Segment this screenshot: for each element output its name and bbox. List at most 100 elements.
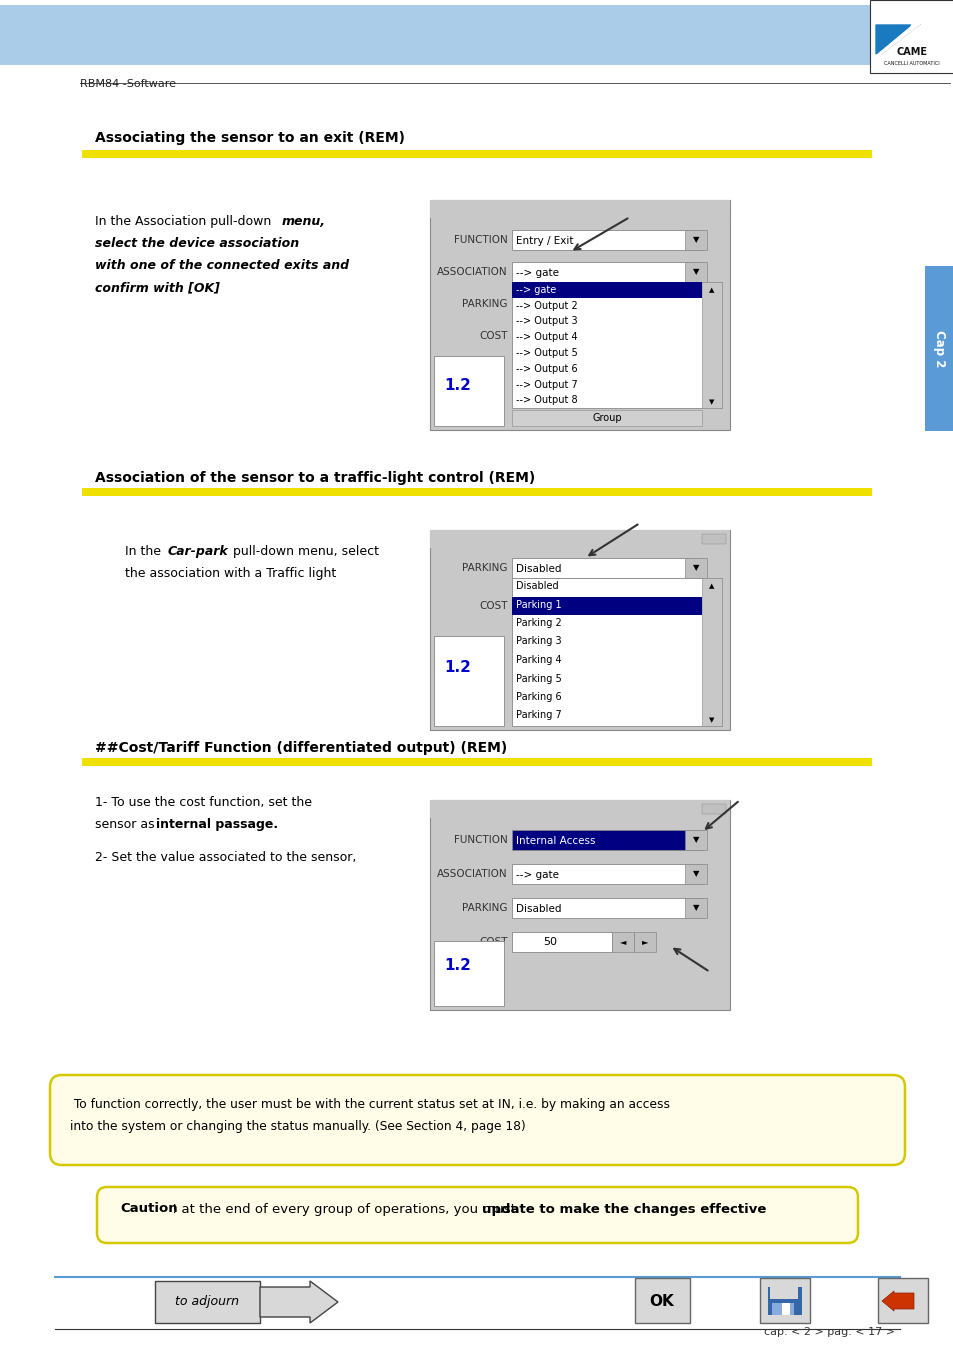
- Text: cap. < 2 > pag. < 17 >: cap. < 2 > pag. < 17 >: [763, 1327, 894, 1337]
- Text: Disabled: Disabled: [516, 904, 561, 915]
- Text: COST: COST: [479, 331, 507, 340]
- Bar: [701, 534, 725, 544]
- Bar: [701, 578, 721, 725]
- Bar: [684, 865, 706, 884]
- Text: CANCELLI AUTOMATICI: CANCELLI AUTOMATICI: [883, 61, 939, 66]
- Bar: [512, 830, 701, 850]
- Text: PARKING: PARKING: [462, 563, 507, 573]
- Text: Parking 2: Parking 2: [516, 617, 561, 628]
- Bar: [924, 266, 953, 431]
- Bar: [512, 282, 701, 297]
- Text: ! at the end of every group of operations, you must: ! at the end of every group of operation…: [172, 1202, 519, 1216]
- Text: Group: Group: [592, 413, 621, 423]
- Text: the association with a Traffic light: the association with a Traffic light: [125, 567, 335, 580]
- Bar: [769, 1288, 797, 1300]
- Bar: [701, 282, 721, 408]
- Bar: [684, 558, 706, 578]
- Text: ◄: ◄: [619, 938, 625, 947]
- FancyArrow shape: [260, 1281, 337, 1323]
- Text: --> gate: --> gate: [516, 870, 558, 880]
- Text: Parking 5: Parking 5: [516, 674, 561, 684]
- Text: ▼: ▼: [692, 563, 699, 573]
- Text: Caution: Caution: [120, 1202, 177, 1216]
- Text: PARKING: PARKING: [462, 902, 507, 913]
- Bar: [82, 758, 871, 766]
- Text: Disabled: Disabled: [516, 563, 561, 574]
- Bar: [512, 262, 701, 282]
- Text: ▼: ▼: [709, 399, 714, 405]
- Text: To function correctly, the user must be with the current status set at IN, i.e. : To function correctly, the user must be …: [70, 1098, 669, 1111]
- Bar: [512, 230, 701, 250]
- Text: ▲: ▲: [709, 584, 714, 589]
- Text: ▼: ▼: [692, 835, 699, 844]
- Bar: [701, 804, 725, 815]
- FancyBboxPatch shape: [50, 1075, 904, 1165]
- Bar: [82, 150, 871, 158]
- Bar: [684, 262, 706, 282]
- Text: confirm with [OK]: confirm with [OK]: [95, 281, 219, 295]
- Text: sensor as: sensor as: [95, 817, 158, 831]
- Text: to adjourn: to adjourn: [174, 1296, 239, 1309]
- Text: menu,: menu,: [282, 215, 326, 228]
- Text: 2- Set the value associated to the sensor,: 2- Set the value associated to the senso…: [95, 851, 356, 865]
- Bar: [0, 5, 869, 65]
- Text: COST: COST: [479, 601, 507, 611]
- Text: 50: 50: [542, 938, 557, 947]
- Bar: [512, 932, 612, 952]
- Text: with one of the connected exits and: with one of the connected exits and: [95, 259, 349, 272]
- Bar: [430, 200, 729, 430]
- Text: Parking 6: Parking 6: [516, 692, 561, 703]
- Text: into the system or changing the status manually. (See Section 4, page 18): into the system or changing the status m…: [70, 1120, 525, 1133]
- Text: PARKING: PARKING: [462, 299, 507, 309]
- Text: ASSOCIATION: ASSOCIATION: [436, 869, 507, 880]
- Text: update to make the changes effective: update to make the changes effective: [481, 1202, 765, 1216]
- Text: 1- To use the cost function, set the: 1- To use the cost function, set the: [95, 796, 312, 809]
- Text: --> Output 3: --> Output 3: [516, 316, 577, 327]
- Bar: [512, 898, 701, 917]
- Text: --> Output 8: --> Output 8: [516, 396, 577, 405]
- Text: ▼: ▼: [692, 235, 699, 245]
- Bar: [634, 932, 656, 952]
- Bar: [430, 200, 729, 218]
- Text: FUNCTION: FUNCTION: [454, 835, 507, 844]
- Bar: [684, 830, 706, 850]
- Text: Internal Access: Internal Access: [516, 836, 595, 846]
- Bar: [154, 1281, 260, 1323]
- Bar: [512, 409, 701, 426]
- Text: ►: ►: [641, 938, 648, 947]
- Bar: [635, 1278, 689, 1323]
- Text: select the device association: select the device association: [95, 236, 299, 250]
- Text: ▼: ▼: [709, 717, 714, 723]
- Bar: [430, 800, 729, 817]
- Text: internal passage.: internal passage.: [156, 817, 278, 831]
- Bar: [612, 932, 634, 952]
- Text: Disabled: Disabled: [516, 581, 558, 590]
- FancyBboxPatch shape: [97, 1188, 857, 1243]
- Bar: [781, 1302, 789, 1315]
- Text: --> Output 7: --> Output 7: [516, 380, 578, 389]
- Bar: [512, 558, 701, 578]
- Bar: [430, 530, 729, 730]
- Text: Parking 4: Parking 4: [516, 655, 561, 665]
- Text: Association of the sensor to a traffic-light control (REM): Association of the sensor to a traffic-l…: [95, 471, 535, 485]
- Text: Parking 1: Parking 1: [516, 600, 561, 609]
- Text: 1.2: 1.2: [443, 378, 471, 393]
- Text: --> Output 2: --> Output 2: [516, 301, 578, 311]
- FancyArrow shape: [882, 1292, 913, 1310]
- Text: ##Cost/Tariff Function (differentiated output) (REM): ##Cost/Tariff Function (differentiated o…: [95, 740, 507, 755]
- Text: Car-park: Car-park: [168, 544, 229, 558]
- Text: ASSOCIATION: ASSOCIATION: [436, 267, 507, 277]
- Text: pull-down menu, select: pull-down menu, select: [225, 544, 378, 558]
- Text: Cap 2: Cap 2: [933, 330, 945, 367]
- Text: CAME: CAME: [896, 47, 926, 57]
- Bar: [877, 1278, 927, 1323]
- Bar: [760, 1278, 809, 1323]
- Bar: [430, 530, 729, 549]
- Polygon shape: [875, 26, 910, 54]
- Bar: [767, 1288, 801, 1315]
- Text: --> Output 5: --> Output 5: [516, 349, 578, 358]
- Bar: [512, 865, 701, 884]
- Bar: [512, 578, 721, 725]
- Text: ▼: ▼: [692, 870, 699, 878]
- Bar: [684, 898, 706, 917]
